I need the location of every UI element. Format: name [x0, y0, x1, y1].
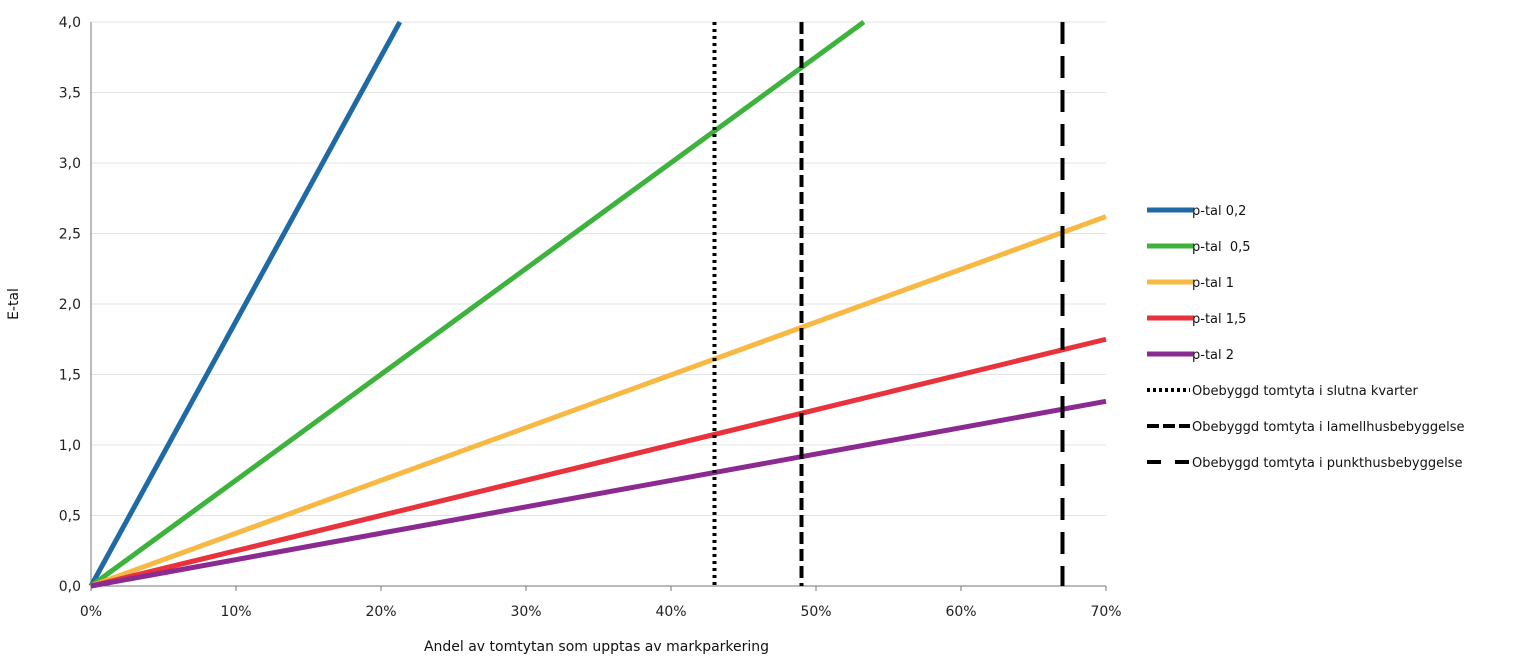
- x-tick-label: 60%: [945, 604, 976, 620]
- axes: [90, 22, 1107, 591]
- legend: p-tal 0,2 p-tal 0,5 p-tal 1 p-tal 1,5 p-tal …: [1147, 204, 1465, 471]
- x-tick-label: 40%: [655, 604, 686, 620]
- series-lines: [88, 19, 1107, 589]
- x-tick-label: 50%: [800, 604, 831, 620]
- legend-label-2: p-tal 0,5: [1192, 240, 1251, 255]
- y-tick-label: 0,0: [59, 579, 81, 595]
- y-tick-label: 2,5: [59, 227, 81, 243]
- legend-label-3: p-tal 1: [1192, 276, 1234, 291]
- series-line-4: [90, 336, 1107, 589]
- legend-label-ref-3: Obebyggd tomtyta i punkthusbebyggelse: [1192, 456, 1462, 471]
- legend-label-5: p-tal 2: [1192, 348, 1234, 363]
- series-line-5: [90, 398, 1107, 589]
- y-tick-label: 1,0: [59, 438, 81, 454]
- x-tick-labels: 0% 10% 20% 30% 40% 50% 60% 70%: [80, 604, 1122, 620]
- x-tick-label: 30%: [510, 604, 541, 620]
- y-tick-label: 4,0: [59, 15, 81, 31]
- y-axis-title: E-tal: [6, 288, 22, 320]
- reference-lines: [712, 22, 1065, 586]
- y-tick-label: 1,5: [59, 368, 81, 384]
- x-tick-label: 20%: [365, 604, 396, 620]
- y-tick-label: 3,0: [59, 156, 81, 172]
- y-tick-labels: 0,0 0,5 1,0 1,5 2,0 2,5 3,0 3,5 4,0: [59, 15, 81, 595]
- y-tick-label: 0,5: [59, 509, 81, 525]
- x-tick-label: 10%: [220, 604, 251, 620]
- legend-label-4: p-tal 1,5: [1192, 312, 1246, 327]
- y-tick-label: 3,5: [59, 86, 81, 102]
- x-tick-label: 0%: [80, 604, 102, 620]
- y-tick-label: 2,0: [59, 297, 81, 313]
- legend-label-1: p-tal 0,2: [1192, 204, 1246, 219]
- legend-label-ref-2: Obebyggd tomtyta i lamellhusbebyggelse: [1192, 420, 1465, 435]
- gridlines: [91, 21, 1106, 516]
- series-line-1: [88, 20, 403, 588]
- x-tick-label: 70%: [1090, 604, 1121, 620]
- series-line-2: [89, 19, 866, 589]
- series-line-3: [90, 214, 1107, 589]
- x-axis-title: Andel av tomtytan som upptas av markpark…: [424, 639, 769, 655]
- legend-label-ref-1: Obebyggd tomtyta i slutna kvarter: [1192, 384, 1418, 399]
